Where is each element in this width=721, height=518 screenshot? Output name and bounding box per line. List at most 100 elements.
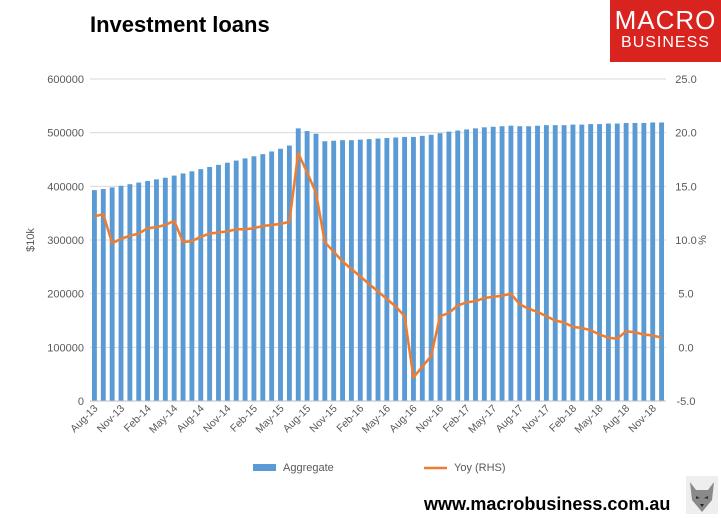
wolf-logo-icon — [686, 476, 718, 514]
x-tick-label: May-16 — [360, 403, 393, 436]
bar — [295, 128, 301, 401]
bar — [375, 138, 381, 401]
bar — [322, 141, 328, 401]
bar — [384, 138, 390, 402]
bar — [552, 125, 558, 402]
bar — [437, 133, 443, 401]
bar — [109, 187, 115, 401]
bar — [526, 126, 532, 401]
x-tick-label: Aug-16 — [387, 403, 420, 436]
bar — [605, 123, 611, 401]
bar — [499, 126, 505, 401]
x-tick-label: May-15 — [253, 403, 286, 436]
footer-url[interactable]: www.macrobusiness.com.au — [424, 494, 671, 514]
bar — [579, 124, 585, 401]
bar — [304, 131, 310, 401]
bar — [543, 125, 549, 402]
x-tick-label: Nov-13 — [95, 403, 128, 436]
bar — [632, 123, 638, 402]
bar — [402, 136, 408, 401]
logo-line1: MACRO — [614, 5, 717, 35]
bar — [597, 124, 602, 401]
bar — [189, 171, 195, 401]
bar — [251, 156, 257, 401]
legend-label-yoy: Yoy (RHS) — [454, 462, 506, 474]
bar — [145, 180, 151, 401]
y-tick-label: 100000 — [47, 342, 84, 354]
y-axis-label: $10k — [25, 228, 37, 252]
bar — [162, 177, 168, 401]
y2-tick-label: 25.0 — [675, 74, 696, 86]
bar — [198, 169, 204, 401]
bar — [614, 123, 620, 401]
x-tick-label: May-18 — [572, 403, 605, 436]
bar — [517, 126, 523, 401]
bar — [473, 128, 478, 401]
x-tick-label: May-14 — [147, 403, 180, 436]
y-tick-label: 300000 — [47, 235, 84, 247]
bar — [100, 189, 106, 401]
x-tick-label: May-17 — [466, 403, 499, 436]
legend-label-aggregate: Aggregate — [283, 462, 334, 474]
x-tick-label: Nov-18 — [626, 403, 659, 436]
y2-axis-label: % — [697, 235, 709, 245]
legend-swatch-aggregate — [253, 464, 276, 471]
bar — [340, 140, 345, 401]
bar — [623, 123, 629, 402]
y-tick-label: 600000 — [47, 74, 84, 86]
y-tick-label: 500000 — [47, 128, 84, 140]
logo-line2: BUSINESS — [621, 34, 710, 51]
bar — [242, 158, 248, 401]
x-tick-label: Aug-15 — [281, 403, 314, 436]
y-tick-label: 200000 — [47, 289, 84, 301]
bar — [286, 145, 292, 401]
bar — [508, 125, 514, 401]
y-tick-label: 400000 — [47, 181, 84, 193]
bar — [154, 179, 159, 401]
bar — [393, 137, 399, 401]
bar — [216, 164, 221, 401]
yoy-line — [94, 151, 662, 379]
y2-tick-label: 20.0 — [675, 128, 696, 140]
y2-tick-label: 10.0 — [675, 235, 696, 247]
bar — [278, 148, 283, 401]
y-tick-label: 0 — [78, 396, 84, 408]
bar — [650, 122, 656, 401]
bar — [481, 127, 487, 402]
bar — [561, 125, 567, 402]
bar — [588, 124, 594, 401]
y2-tick-label: 0.0 — [678, 342, 693, 354]
x-tick-label: Aug-17 — [493, 403, 526, 436]
bar — [233, 160, 239, 401]
y2-tick-label: 5.0 — [678, 289, 693, 301]
bar — [641, 123, 647, 402]
bar — [331, 140, 337, 401]
bar — [535, 125, 540, 401]
bar — [224, 162, 230, 401]
bar — [455, 130, 461, 401]
bar — [464, 129, 470, 402]
x-tick-label: Nov-17 — [520, 403, 553, 436]
bar — [419, 135, 425, 402]
bar — [446, 131, 452, 402]
bar — [180, 173, 186, 401]
bar — [411, 136, 416, 401]
bar — [313, 133, 319, 402]
x-tick-label: Nov-16 — [414, 403, 447, 436]
bar — [269, 151, 275, 401]
bar — [171, 175, 177, 401]
y2-tick-label: -5.0 — [677, 396, 696, 408]
bar — [127, 184, 133, 401]
x-tick-label: Aug-18 — [600, 403, 633, 436]
bar — [570, 124, 576, 401]
bar — [428, 134, 434, 401]
brand-logo: MACRO BUSINESS — [610, 0, 721, 62]
x-tick-label: Aug-13 — [68, 403, 101, 436]
bar — [659, 122, 665, 401]
bar — [490, 126, 496, 401]
bar — [91, 190, 97, 401]
bar — [118, 185, 124, 401]
bar — [136, 182, 142, 401]
